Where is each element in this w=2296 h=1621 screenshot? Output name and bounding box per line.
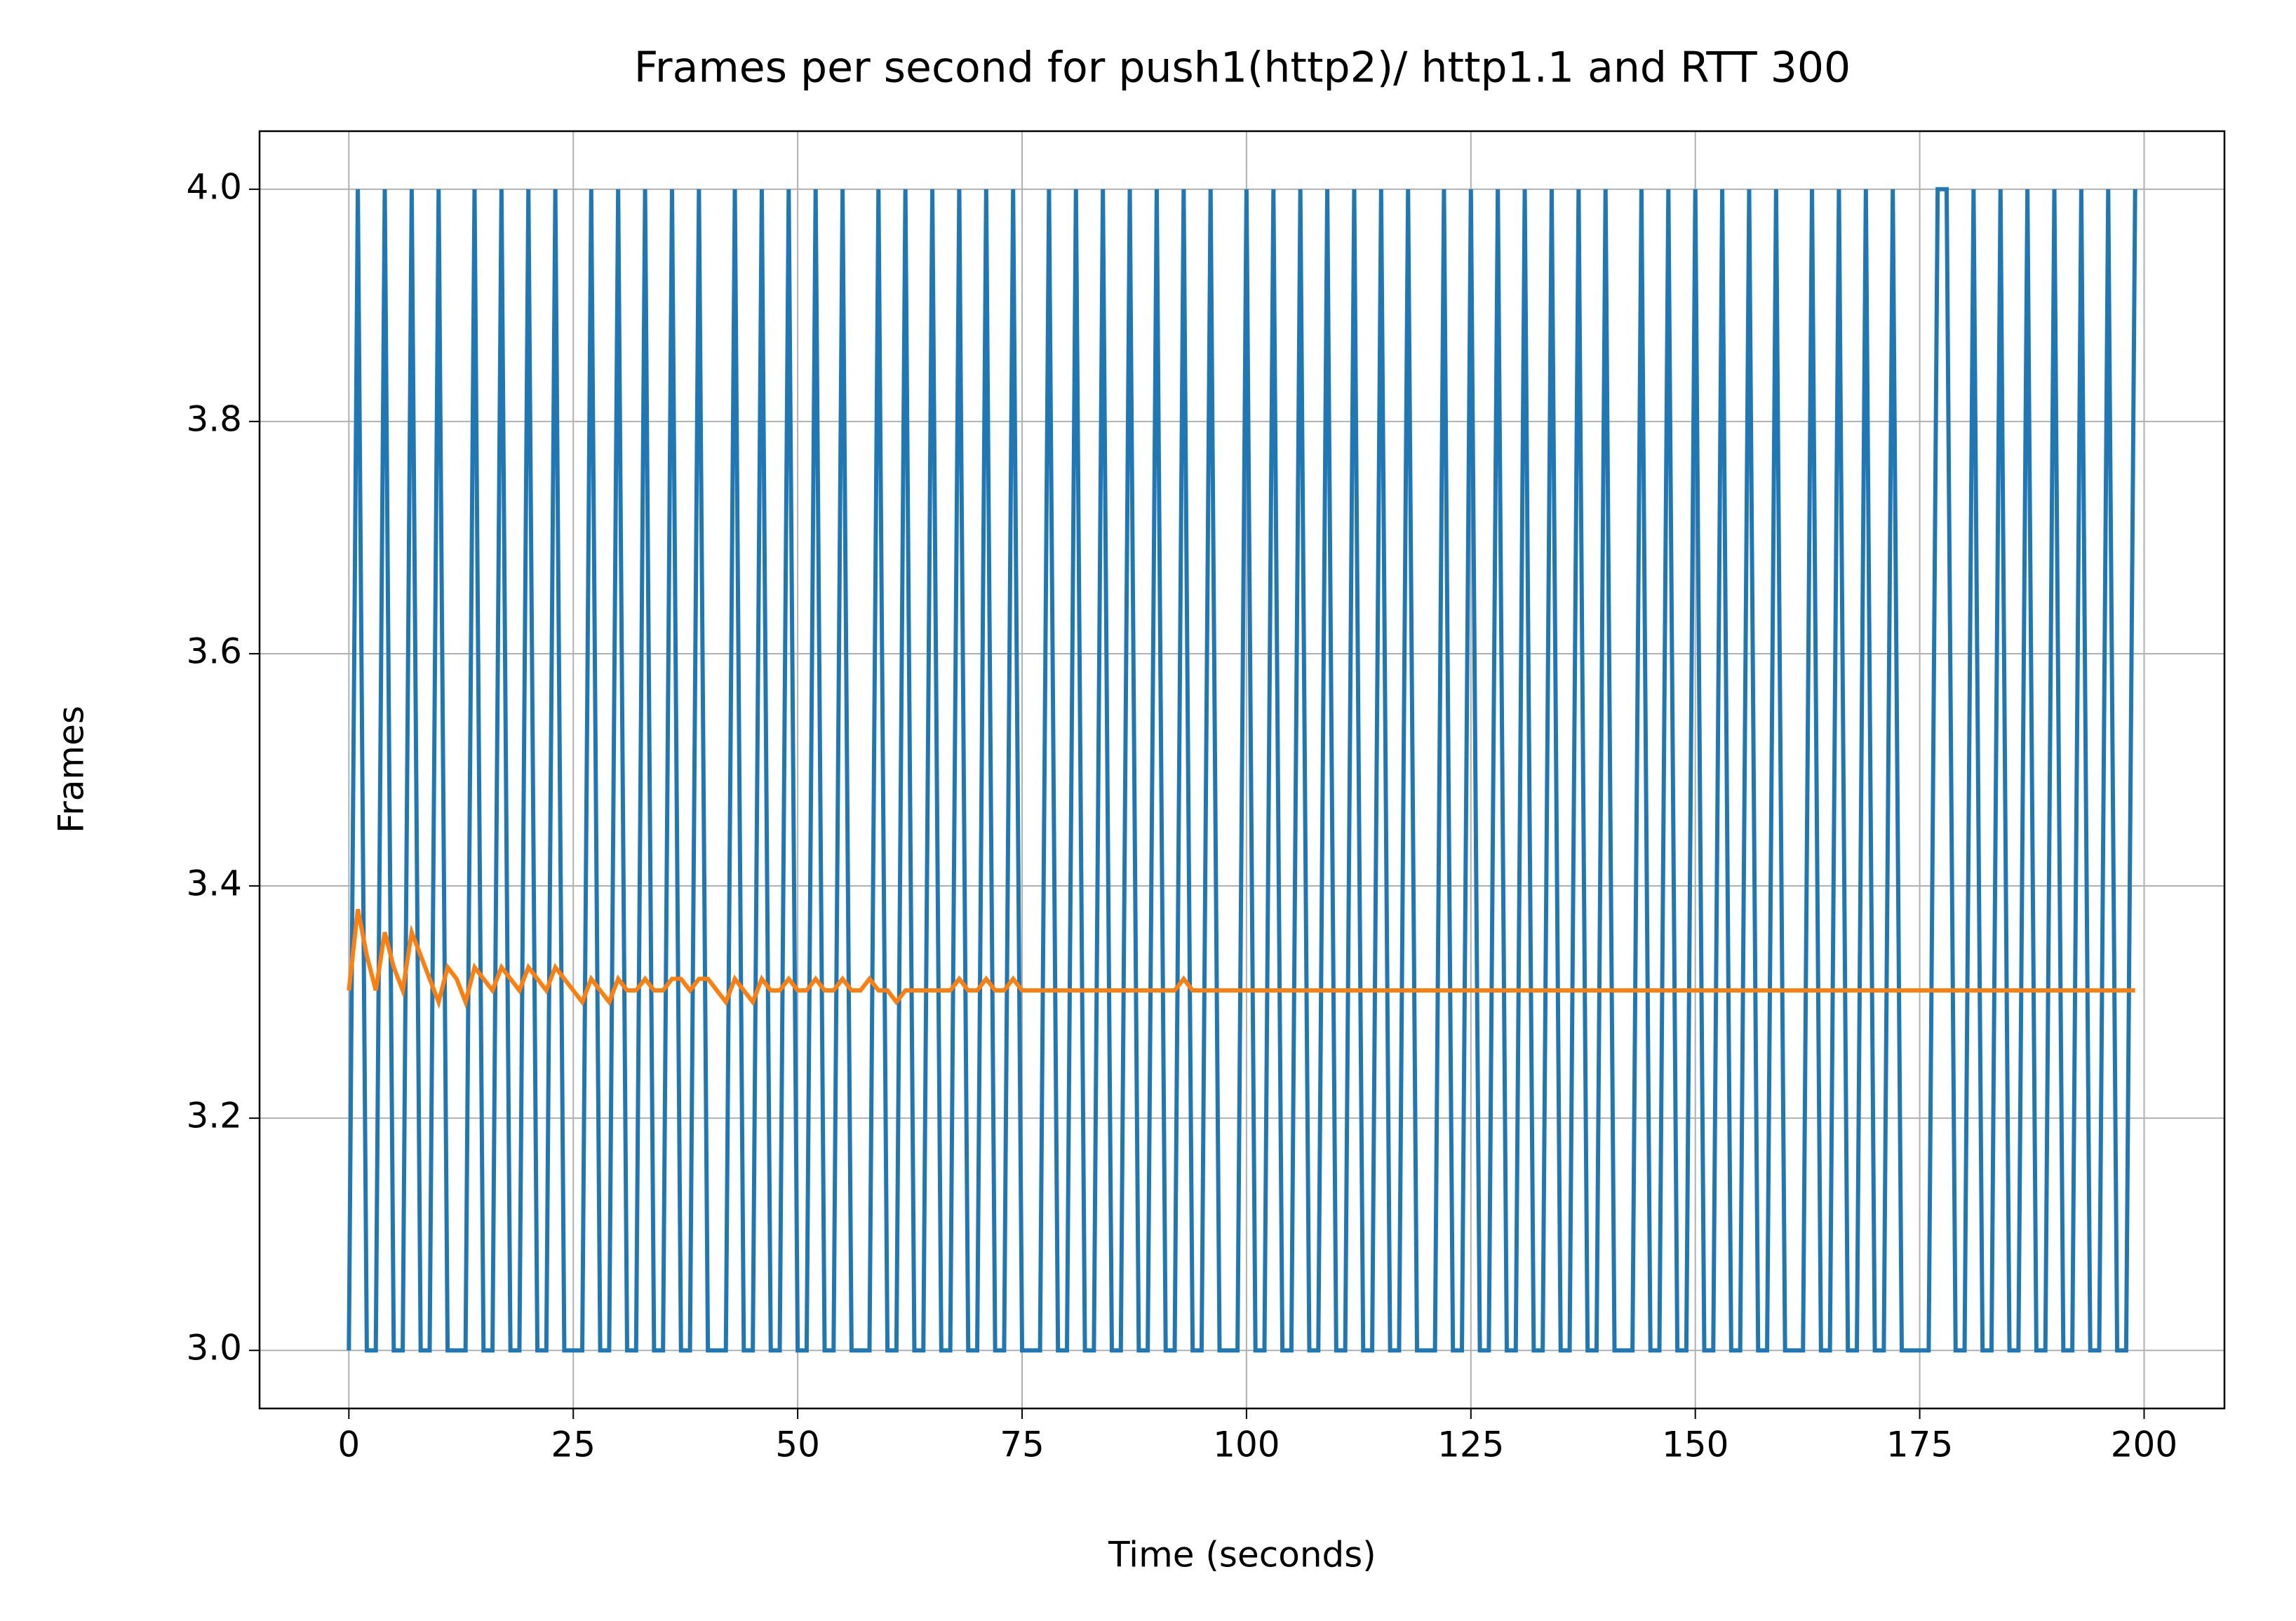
data-line bbox=[347, 908, 2135, 1009]
x-tick-label: 75 bbox=[1000, 1425, 1045, 1465]
x-tick-label: 100 bbox=[1213, 1425, 1280, 1465]
y-tick-label: 3.6 bbox=[186, 631, 242, 671]
y-tick-label: 3.8 bbox=[186, 398, 242, 439]
y-axis-label: Frames bbox=[51, 706, 92, 833]
y-tick-label: 3.4 bbox=[186, 863, 242, 904]
x-tick-label: 25 bbox=[551, 1425, 596, 1465]
y-tick-label: 4.0 bbox=[186, 166, 242, 207]
x-tick-label: 50 bbox=[775, 1425, 820, 1465]
data-line bbox=[347, 187, 2137, 1353]
chart-title: Frames per second for push1(http2)/ http… bbox=[634, 43, 1851, 93]
x-tick-label: 150 bbox=[1662, 1425, 1728, 1465]
plot-frame bbox=[258, 130, 2226, 1410]
y-tick-label: 3.0 bbox=[186, 1328, 242, 1368]
x-tick-label: 175 bbox=[1886, 1425, 1953, 1465]
x-tick-label: 125 bbox=[1437, 1425, 1504, 1465]
x-axis-label: Time (seconds) bbox=[1108, 1535, 1376, 1575]
x-tick-label: 0 bbox=[337, 1425, 360, 1465]
y-tick-label: 3.2 bbox=[186, 1096, 242, 1136]
x-tick-label: 200 bbox=[2111, 1425, 2177, 1465]
